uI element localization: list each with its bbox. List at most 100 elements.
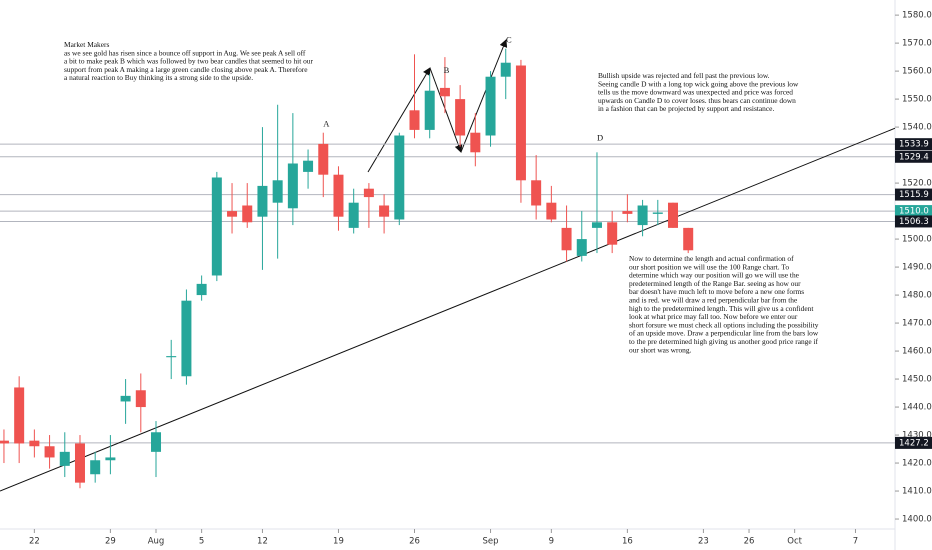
candle-body	[105, 457, 116, 461]
y-tick-label: 1580.0	[902, 11, 932, 21]
price-label: 1529.4	[899, 152, 929, 162]
candle-body	[515, 65, 526, 181]
candle-body	[439, 87, 450, 97]
annotation-note: predetermined length of the Range Bar. s…	[629, 279, 801, 288]
price-label-box	[895, 138, 932, 151]
annotation-letter: A	[323, 118, 330, 128]
candle-body	[500, 62, 511, 77]
candle-body	[287, 163, 298, 209]
candle-body	[44, 446, 55, 458]
candle-body	[394, 135, 405, 220]
candle-body	[227, 211, 238, 217]
y-tick-label: 1480.0	[902, 291, 932, 301]
candle-body	[576, 239, 587, 256]
annotation-letter: C	[506, 34, 512, 44]
y-tick-label: 1420.0	[902, 459, 932, 469]
candle-body	[196, 283, 207, 296]
price-label: 1515.9	[899, 190, 929, 200]
arrow	[429, 67, 463, 153]
candle-body	[561, 227, 572, 251]
price-label: 1533.9	[899, 140, 929, 150]
candle-body	[409, 110, 420, 130]
candle-body	[348, 202, 359, 228]
trendline	[0, 127, 896, 492]
price-label: 1506.3	[899, 217, 929, 227]
candle-body	[607, 222, 618, 245]
annotation-letter: B	[444, 65, 450, 75]
candle-body	[485, 76, 496, 136]
y-tick-label: 1500.0	[902, 235, 932, 245]
annotation-note: and is red. we will draw a red perpendic…	[629, 296, 798, 305]
x-tick-label: 7	[853, 537, 858, 547]
annotation-note: tells us the move downward was unexpecte…	[598, 88, 793, 97]
candle-body	[120, 395, 131, 402]
candle-body	[14, 387, 25, 444]
candle-body	[59, 451, 70, 466]
y-tick-label: 1550.0	[902, 95, 932, 105]
x-tick-label: 26	[409, 537, 420, 547]
annotation-note: high to the predetermined length. This w…	[629, 304, 814, 313]
price-label: 1427.2	[899, 438, 929, 448]
candle-body	[242, 205, 253, 223]
x-tick-label: 12	[257, 537, 268, 547]
y-tick-label: 1440.0	[902, 403, 932, 413]
arrow	[460, 39, 508, 153]
candle-body	[257, 185, 268, 217]
annotation-note: upwards on Candle D to cover loses. thus…	[598, 96, 796, 105]
price-label-box	[895, 205, 932, 218]
annotation-note: Bullish upside was rejected and fell pas…	[598, 71, 770, 80]
price-label-box	[895, 215, 932, 228]
y-tick-label: 1410.0	[902, 487, 932, 497]
candle-body	[303, 160, 314, 172]
price-label-box	[895, 150, 932, 163]
annotation-note: Now to determine the length and actual c…	[629, 254, 794, 263]
x-tick-label: Aug	[148, 537, 165, 547]
x-tick-label: 29	[105, 537, 116, 547]
y-tick-label: 1470.0	[902, 319, 932, 329]
y-tick-label: 1450.0	[902, 375, 932, 385]
annotation-note: a bit to make peak B which was followed …	[64, 57, 313, 66]
candle-body	[667, 202, 678, 228]
candle-body	[151, 432, 162, 452]
annotation-note: determine which way our position will go…	[629, 271, 800, 280]
annotation-note: in a fashion that can be projected by su…	[598, 104, 774, 113]
candle-body	[90, 460, 101, 475]
candle-body	[455, 99, 466, 136]
candle-body	[333, 174, 344, 217]
x-tick-label: 9	[549, 537, 554, 547]
candle-body	[470, 132, 481, 153]
annotation-note: Market Makers	[64, 40, 109, 49]
price-label-box	[895, 188, 932, 201]
annotation-note: look at what price may fall too. Now bef…	[629, 312, 798, 321]
candle-body	[652, 212, 663, 214]
x-tick-label: 22	[29, 537, 40, 547]
y-tick-label: 1520.0	[902, 179, 932, 189]
annotation-letter: D	[597, 132, 603, 142]
annotation-note: to the pre determined high giving us ano…	[629, 337, 819, 346]
candle-body	[637, 205, 648, 226]
candle-body	[318, 143, 329, 175]
candle-body	[683, 227, 694, 251]
candle-body	[622, 211, 633, 214]
annotation-note: of an upside move. Draw a perpendicular …	[629, 329, 819, 338]
candle-body	[211, 177, 222, 276]
candle-body	[135, 390, 146, 408]
candle-body	[74, 443, 85, 483]
candle-body	[379, 205, 390, 217]
y-tick-label: 1460.0	[902, 347, 932, 357]
y-tick-label: 1430.0	[902, 431, 932, 441]
x-tick-label: 23	[698, 537, 709, 547]
annotation-note: bar doesn't have much left to move befor…	[629, 287, 804, 296]
price-label-box	[895, 436, 932, 449]
candle-body	[531, 180, 542, 206]
annotation-note: our short was wrong.	[629, 345, 692, 354]
x-tick-label: Sep	[483, 537, 499, 547]
x-tick-label: Oct	[787, 537, 802, 547]
y-tick-label: 1490.0	[902, 263, 932, 273]
price-label: 1510.0	[899, 207, 929, 217]
x-tick-label: 26	[744, 537, 755, 547]
annotation-note: a natural reaction to Buy thinking its a…	[64, 73, 253, 82]
candle-body	[591, 222, 602, 228]
